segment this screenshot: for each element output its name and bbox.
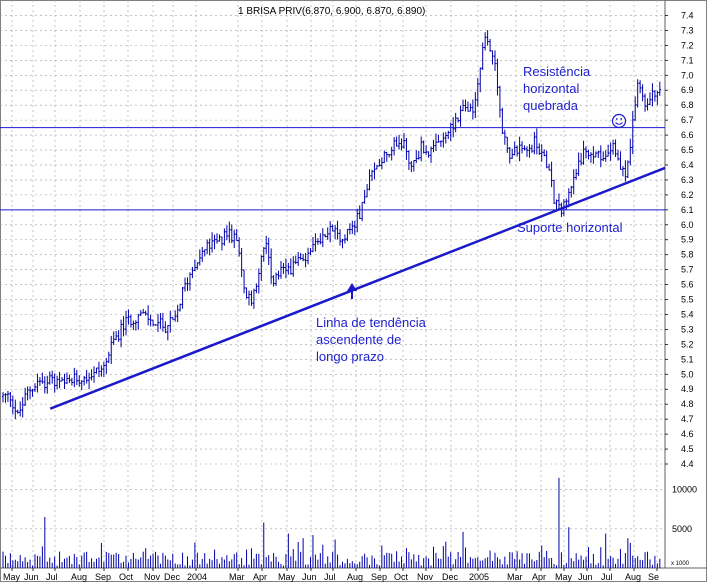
y-tick-label: 6.9 [681,85,694,95]
x-tick-label: Mar [507,572,523,582]
trendline [49,166,666,410]
x-tick-label: Sep [95,572,111,582]
resistance-label-line-1: Resistência [523,64,591,79]
y-tick-label: 5.2 [681,339,694,349]
y-tick-label: 6.3 [681,175,694,185]
y-tick-label: 4.4 [681,459,694,469]
y-tick-label: 5.5 [681,295,694,305]
x-tick-label: Jun [302,572,317,582]
y-tick-label: 4.7 [681,414,694,424]
chart-title: 1 BRISA PRIV(6.870, 6.900, 6.870, 6.890) [238,6,425,17]
x-tick-label: Aug [625,572,641,582]
trendline-label-line-1: Linha de tendência [316,315,427,330]
axis-layer: May Jun Jul Aug Sep Oct Nov Dec 2004 Mar Apr May Jun… [3,10,697,582]
volume-tick-label: 5000 [672,524,692,534]
x-tick-label: Oct [119,572,134,582]
x-tick-label: Dec [442,572,459,582]
y-tick-label: 5.0 [681,369,694,379]
x-tick-label: Sep [371,572,387,582]
x-tick-label: Aug [71,572,87,582]
y-tick-label: 5.3 [681,324,694,334]
y-tick-label: 5.6 [681,280,694,290]
y-tick-label: 6.4 [681,160,694,170]
x-tick-label: Jun [578,572,593,582]
y-tick-label: 7.2 [681,40,694,50]
smiley-icon [611,113,627,129]
y-tick-label: 5.4 [681,309,694,319]
y-tick-label: 5.9 [681,235,694,245]
y-tick-label: 6.6 [681,130,694,140]
y-tick-label: 4.9 [681,384,694,394]
x-tick-label: Oct [394,572,409,582]
resistance-label-line-2: horizontal [523,81,579,96]
y-tick-label: 4.5 [681,444,694,454]
y-tick-label: 6.8 [681,100,694,110]
x-tick-label: 2005 [469,572,489,582]
x-tick-label: Nov [417,572,434,582]
y-tick-label: 6.7 [681,115,694,125]
x-tick-label: Aug [347,572,363,582]
y-tick-label: 6.5 [681,145,694,155]
y-tick-label: 7.3 [681,25,694,35]
x-tick-label: Se [648,572,659,582]
y-tick-label: 7.1 [681,55,694,65]
y-tick-label: 5.7 [681,265,694,275]
volume-bars [2,477,661,568]
x-tick-label: 2004 [187,572,207,582]
x-tick-label: Dec [164,572,181,582]
volume-unit-label: x 1000 [671,561,690,567]
x-tick-label: Mar [229,572,245,582]
y-tick-label: 5.1 [681,354,694,364]
price-bars [1,30,662,420]
trendline-arrow-icon [347,283,357,299]
x-tick-label: Apr [532,572,546,582]
x-tick-label: May [555,572,573,582]
resistance-label-line-3: quebrada [523,98,579,113]
support-label: Suporte horizontal [517,220,623,235]
y-tick-label: 6.0 [681,220,694,230]
y-tick-label: 4.8 [681,399,694,409]
volume-tick-label: 10000 [672,485,697,495]
y-tick-label: 6.1 [681,205,694,215]
x-tick-label: Nov [144,572,161,582]
trendline-label-line-3: longo prazo [316,349,384,364]
x-tick-label: Jul [46,572,58,582]
x-tick-label: May [278,572,296,582]
x-tick-label: May [3,572,21,582]
x-tick-label: Jun [24,572,39,582]
x-tick-label: Apr [253,572,267,582]
y-tick-label: 7.0 [681,70,694,80]
trendline-label-line-2: ascendente de [316,332,401,347]
y-tick-label: 7.4 [681,10,694,20]
x-tick-label: Jul [601,572,613,582]
lines-layer [0,127,666,410]
y-tick-label: 5.8 [681,250,694,260]
y-tick-label: 4.6 [681,429,694,439]
x-tick-label: Jul [324,572,336,582]
y-tick-label: 6.2 [681,190,694,200]
